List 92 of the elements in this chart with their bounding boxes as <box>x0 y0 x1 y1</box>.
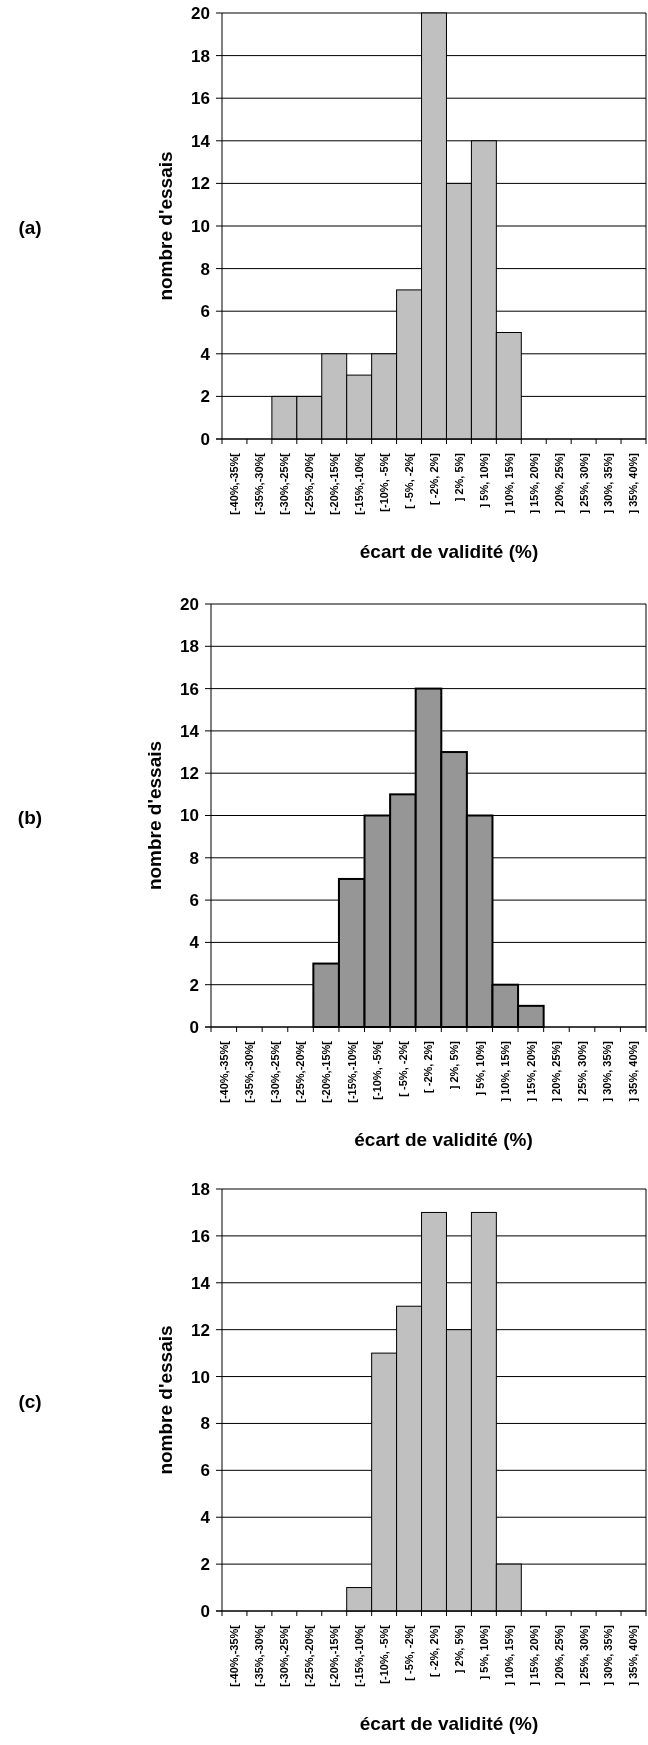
y-tick-label: 14 <box>191 1273 211 1293</box>
x-tick-label: [-30%,-25%[ <box>278 452 291 515</box>
y-tick-label: 2 <box>200 1555 210 1575</box>
y-tick-label: 18 <box>180 637 199 657</box>
x-tick-label: ] 10%, 15%] <box>499 1040 512 1102</box>
y-tick-label: 2 <box>189 975 199 995</box>
x-tick-label: [-10%, -5%[ <box>377 1624 390 1684</box>
y-axis-title: nombre d'essais <box>155 1325 176 1475</box>
y-tick-label: 4 <box>200 1508 211 1528</box>
x-tick-label: [-25%,-20%[ <box>294 1040 307 1103</box>
x-tick-label: ] 5%, 10%] <box>477 452 490 508</box>
y-tick-label: 16 <box>191 89 210 109</box>
y-tick-label: 0 <box>189 1017 199 1037</box>
y-tick-label: 0 <box>200 429 210 449</box>
x-tick-label: ] 15%, 20%] <box>527 452 540 514</box>
y-tick-label: 0 <box>200 1601 210 1621</box>
text: (a) <box>18 217 42 238</box>
y-tick-label: 18 <box>191 1179 210 1199</box>
y-tick-label: 6 <box>200 302 210 322</box>
x-tick-label: [-20%,-15%[ <box>328 1624 341 1687</box>
x-tick-label: ] 2%, 5%] <box>447 1040 460 1090</box>
x-tick-label: [-10%, -5%[ <box>371 1040 384 1100</box>
y-tick-label: 18 <box>191 46 210 66</box>
x-tick-label: [-35%,-30%[ <box>243 1040 256 1103</box>
x-tick-label: ] 10%, 15%] <box>502 1624 515 1686</box>
y-axis-title: nombre d'essais <box>155 151 176 301</box>
y-tick-label: 12 <box>191 174 210 194</box>
x-tick-label: [-30%,-25%[ <box>278 1624 291 1687</box>
x-tick-label: ] 30%, 35%] <box>602 452 615 514</box>
x-tick-label: ] 35%, 40%] <box>627 452 640 514</box>
x-tick-label: [-40%,-35%[ <box>228 1624 241 1687</box>
x-tick-label: ] 30%, 35%] <box>601 1040 614 1102</box>
y-tick-label: 6 <box>200 1461 210 1481</box>
x-tick-label: [-40%,-35%[ <box>217 1040 230 1103</box>
y-tick-label: 10 <box>191 216 210 236</box>
x-tick-label: ] 5%, 10%] <box>477 1624 490 1680</box>
x-tick-label: [ -2%, 2%] <box>427 452 440 505</box>
x-tick-label: [-25%,-20%[ <box>303 1624 316 1687</box>
y-tick-label: 14 <box>191 131 211 151</box>
x-tick-label: [ -5%, -2%[ <box>402 1624 415 1681</box>
text: (b) <box>17 806 43 828</box>
y-tick-label: 10 <box>180 806 199 826</box>
x-tick-label: [-35%,-30%[ <box>253 1624 266 1687</box>
y-tick-label: 8 <box>200 1414 210 1434</box>
x-axis-title: écart de validité (%) <box>354 1129 533 1150</box>
x-tick-label: [-20%,-15%[ <box>320 1040 332 1103</box>
y-tick-label: 4 <box>200 344 211 364</box>
y-tick-label: 12 <box>191 1320 210 1340</box>
x-tick-label: ] 15%, 20%] <box>524 1040 537 1102</box>
x-tick-label: [ -2%, 2%] <box>422 1040 435 1093</box>
x-tick-label: ] 30%, 35%] <box>602 1624 615 1686</box>
x-tick-label: [-15%,-10%[ <box>345 1040 358 1103</box>
x-tick-label: [-15%,-10%[ <box>353 452 366 515</box>
x-tick-label: ] 20%, 25%] <box>552 452 565 514</box>
y-tick-label: 4 <box>189 933 200 953</box>
text: (c) <box>18 1391 42 1412</box>
y-tick-label: 6 <box>189 891 199 911</box>
y-tick-label: 16 <box>191 1226 210 1246</box>
x-tick-label: [ -2%, 2%] <box>427 1624 440 1677</box>
x-tick-label: ] 20%, 25%] <box>552 1624 565 1686</box>
y-tick-label: 12 <box>180 764 199 784</box>
x-tick-label: [-15%,-10%[ <box>353 1624 366 1687</box>
x-tick-label: ] 25%, 30%] <box>577 1624 590 1686</box>
y-tick-label: 8 <box>189 848 199 868</box>
x-tick-label: ] 35%, 40%] <box>627 1624 640 1686</box>
x-tick-label: ] 25%, 30%] <box>577 452 590 514</box>
x-tick-label: [-10%, -5%[ <box>377 452 390 512</box>
y-tick-label: 14 <box>180 721 200 741</box>
x-axis-title: écart de validité (%) <box>359 1713 539 1734</box>
x-tick-label: ] 2%, 5%] <box>452 452 465 502</box>
x-tick-label: ] 15%, 20%] <box>527 1624 540 1686</box>
x-tick-label: [-40%,-35%[ <box>228 452 241 515</box>
x-tick-label: ] 20%, 25%] <box>550 1040 563 1102</box>
y-tick-label: 2 <box>200 387 210 407</box>
x-tick-label: [-20%,-15%[ <box>328 452 341 515</box>
y-tick-label: 20 <box>180 594 199 614</box>
y-axis-title: nombre d'essais <box>144 740 165 891</box>
y-tick-label: 16 <box>180 679 199 699</box>
x-tick-label: [ -5%, -2%[ <box>402 452 415 509</box>
x-tick-label: [-30%,-25%[ <box>268 1040 281 1103</box>
x-tick-label: ] 25%, 30%] <box>575 1040 588 1102</box>
y-tick-label: 20 <box>191 3 210 23</box>
x-tick-label: [ -5%, -2%[ <box>396 1040 409 1097</box>
x-tick-label: [-35%,-30%[ <box>253 452 266 515</box>
x-tick-label: ] 5%, 10%] <box>473 1040 486 1096</box>
y-tick-label: 8 <box>200 259 210 279</box>
x-tick-label: [-25%,-20%[ <box>303 452 316 515</box>
y-tick-label: 10 <box>191 1367 210 1387</box>
x-tick-label: ] 2%, 5%] <box>452 1624 465 1674</box>
x-tick-label: ] 35%, 40%] <box>627 1040 640 1102</box>
x-tick-label: ] 10%, 15%] <box>502 452 515 514</box>
x-axis-title: écart de validité (%) <box>359 541 539 562</box>
